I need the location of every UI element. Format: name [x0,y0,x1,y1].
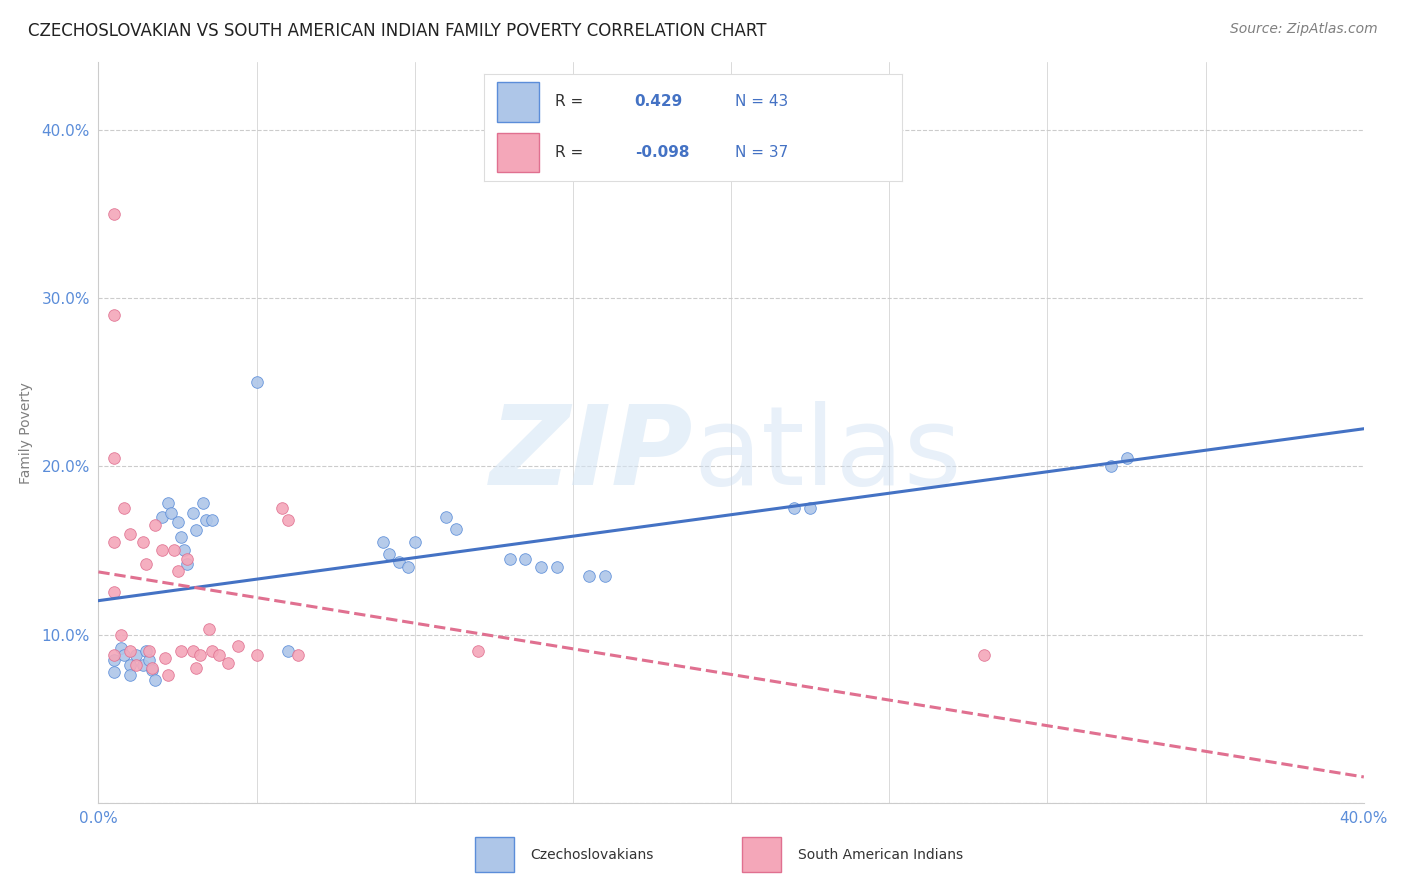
Point [110,640,132,655]
Point [112,501,135,516]
Point [157,496,180,510]
Point [208,648,231,662]
Point [388,555,411,569]
Point [103,535,125,549]
Point [120,526,141,541]
Point [173,543,195,558]
Point [226,640,249,654]
Point [166,564,188,578]
Point [183,644,205,658]
Point [157,668,180,682]
Point [103,308,125,322]
Text: atlas: atlas [693,401,962,508]
Point [141,663,163,677]
Point [145,518,166,533]
Point [498,551,520,566]
Point [201,513,224,527]
Point [145,673,166,687]
Point [546,560,568,574]
Point [799,501,821,516]
Point [138,653,160,667]
Point [103,648,125,662]
Point [163,543,186,558]
Point [593,568,616,582]
Point [120,657,141,672]
Point [183,507,205,521]
Point [132,535,155,549]
Point [103,653,125,667]
Point [530,560,553,574]
Text: CZECHOSLOVAKIAN VS SOUTH AMERICAN INDIAN FAMILY POVERTY CORRELATION CHART: CZECHOSLOVAKIAN VS SOUTH AMERICAN INDIAN… [28,22,766,40]
Point [371,535,394,549]
Point [103,665,125,679]
Point [120,644,141,658]
Point [186,523,208,537]
Point [198,623,221,637]
Point [277,513,299,527]
Point [138,644,160,658]
Point [176,557,198,571]
Point [201,644,224,658]
Point [246,375,269,389]
Point [783,501,806,516]
Point [166,515,188,529]
Point [110,627,132,641]
Point [135,644,157,658]
Point [246,648,269,662]
Point [112,648,135,662]
Point [103,450,125,465]
Y-axis label: Family Poverty: Family Poverty [20,382,34,483]
Point [188,648,211,662]
Point [150,543,173,558]
Point [396,560,419,574]
Point [287,648,309,662]
Point [973,648,995,662]
Point [135,557,157,571]
Point [103,207,125,221]
Point [125,657,148,672]
Point [191,496,214,510]
Point [217,656,239,670]
Point [444,522,467,536]
Point [125,648,148,662]
Point [141,661,163,675]
Point [176,551,198,566]
Point [120,668,141,682]
Point [103,585,125,599]
Point [153,651,176,665]
Point [1115,450,1137,465]
Point [194,513,218,527]
Point [436,509,458,524]
Point [578,568,600,582]
Point [1099,459,1122,474]
Point [169,530,191,544]
Point [270,501,294,516]
Point [515,551,537,566]
Text: ZIP: ZIP [489,401,693,508]
Point [160,507,183,521]
Point [150,509,173,524]
Point [404,535,426,549]
Point [132,657,155,672]
Point [169,644,191,658]
Point [186,661,208,675]
Point [467,644,489,658]
Text: Source: ZipAtlas.com: Source: ZipAtlas.com [1230,22,1378,37]
Point [277,644,299,658]
Point [378,547,401,561]
